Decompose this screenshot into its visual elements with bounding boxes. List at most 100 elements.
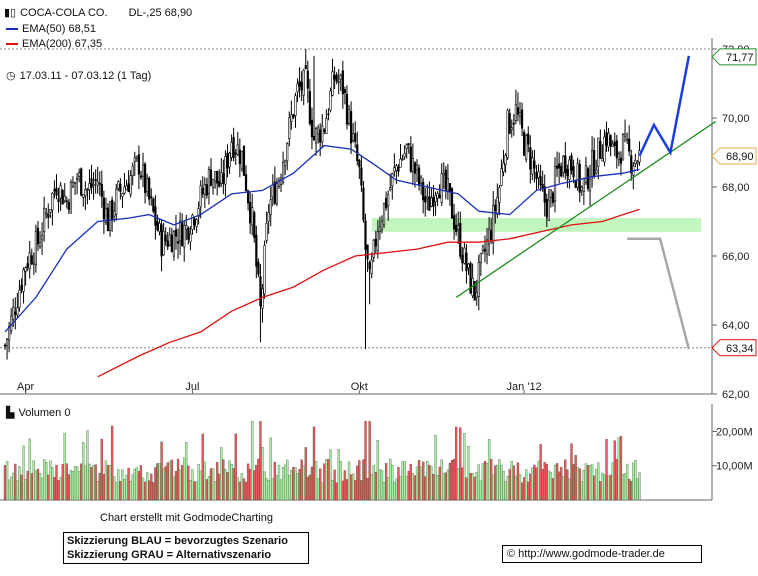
candle-body [444,169,447,191]
candle-body [636,161,639,164]
candle-body [242,145,246,176]
candle-body [141,164,145,177]
candle-body [16,307,19,316]
candle-body [61,189,64,205]
volume-bar [504,481,507,501]
volume-bar [409,463,412,501]
volume-bar [284,464,287,501]
volume-bar [405,475,408,501]
candle-body [417,167,421,185]
volume-bar [510,461,513,501]
volume-bar [343,470,347,501]
volume-bar [63,432,66,501]
volume-bar [141,477,145,501]
volume-bar [636,478,639,501]
candle-body [310,119,314,138]
candle-body [24,267,27,272]
volume-bar [512,465,515,501]
volume-bar [203,461,206,501]
volume-bar [45,461,48,501]
volume-bar [454,426,458,501]
volume-bar [576,467,579,501]
volume-bar [158,463,161,501]
volume-bar [319,468,322,501]
candle-body [115,188,118,215]
candle-body [638,150,641,163]
candle-body [133,157,136,162]
candle-body [12,306,15,320]
volume-bar [595,469,598,501]
volume-bar [22,445,25,501]
candle-body [26,263,29,268]
volume-bar [555,463,559,501]
volume-bar [191,469,194,501]
volume-bar [628,478,631,501]
volume-bar [541,469,544,501]
candle-body [267,212,270,222]
volume-bar [133,469,136,501]
volume-bar [597,462,600,501]
candle-body [452,215,456,230]
candle-body [47,213,50,218]
candle-body [3,344,7,347]
candle-body [504,155,507,165]
candle-body [366,244,369,260]
volume-bar [273,461,277,501]
candle-body [314,128,318,144]
volume-bar [547,470,550,501]
candle-body [187,227,190,240]
volume-bar [533,464,536,501]
price-tag-label: 71,77 [726,52,754,64]
volume-bar [113,476,116,501]
volume-bar [34,470,38,501]
volume-bar [397,467,400,501]
candle-body [413,162,417,174]
volume-bar [139,465,143,501]
candle-body [166,240,169,248]
volume-bar [218,473,221,501]
blue-scenario-path [638,55,691,157]
note-grey-scenario: Skizzierung GRAU = Alternativszenario [67,549,272,561]
volume-bar [57,480,60,501]
candle-body [607,133,610,148]
candle-body [545,198,548,218]
volume-bar [224,469,227,501]
candle-body [106,207,110,232]
volume-bar [162,468,165,501]
candle-body [535,172,538,180]
candle-body [422,181,425,201]
candle-body [53,189,56,192]
volume-bar [265,478,268,501]
volume-bar [236,477,239,501]
candle-body [450,188,454,219]
candle-body [405,144,408,149]
candle-body [236,144,239,156]
volume-bar [185,442,188,501]
volume-bar [205,479,209,501]
y-tick-label: 64,00 [722,320,750,332]
candle-body [286,143,289,162]
volume-bar [244,481,248,501]
candle-body [590,149,594,178]
volume-bar [531,467,534,501]
candle-body [143,163,147,193]
candle-body [281,161,285,183]
volume-bar [582,470,586,501]
candle-body [525,135,528,160]
source-link[interactable]: © http://www.godmode-trader.de [502,545,702,563]
volume-bar [216,462,219,501]
candle-body [226,152,229,169]
candle-body [28,252,31,269]
candle-body [86,189,89,191]
volume-bar [341,480,344,501]
volume-bar [51,466,54,501]
volume-bar [413,475,417,501]
volume-bar [164,466,167,501]
candle-body [80,168,83,196]
y-tick-label: 70,00 [722,113,750,125]
candle-body [98,182,101,185]
candle-body [512,122,515,125]
candle-body [84,189,87,197]
candle-body [197,208,200,217]
volume-bar [135,467,138,501]
